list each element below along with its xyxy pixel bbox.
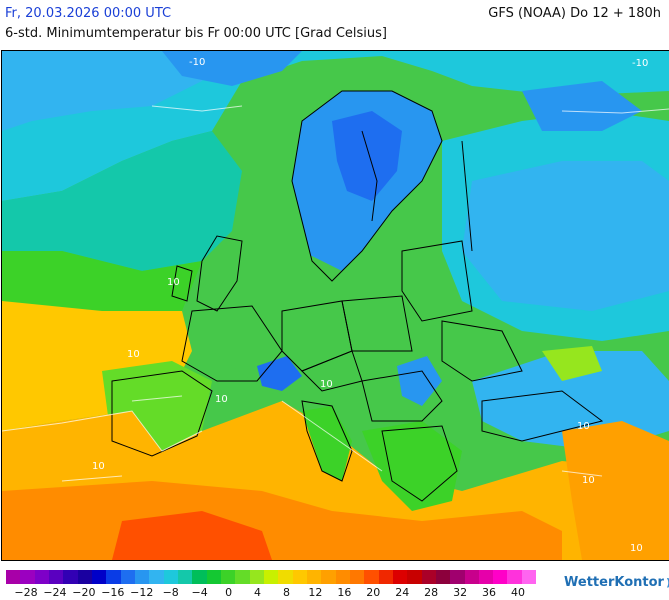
isoline-label: -10 <box>632 58 648 69</box>
atlantic-cold-area <box>2 51 222 131</box>
isoline-label: 10 <box>320 379 333 390</box>
legend-label: 40 <box>511 586 525 599</box>
isoline-label: 10 <box>582 475 595 486</box>
legend-label: 8 <box>282 586 290 599</box>
legend-swatch <box>435 570 451 584</box>
legend-swatch <box>235 570 250 584</box>
legend-swatch <box>321 570 336 584</box>
legend-label: −12 <box>130 586 154 599</box>
legend-label: −24 <box>43 586 67 599</box>
legend-labels: −28 −24 −20 −16 −12 −8 −4 0 4 8 12 16 20 24 28 32 36 40 <box>6 586 536 600</box>
mid-atlantic-band <box>2 131 242 271</box>
wetterkontor-logo[interactable]: WetterKontor)) <box>564 575 669 590</box>
isoline-label: 10 <box>215 394 228 405</box>
north-russia-patch <box>522 81 642 131</box>
country-borders <box>111 90 604 502</box>
legend-swatch <box>91 570 107 584</box>
legend-swatch <box>220 570 236 584</box>
italy-land <box>302 406 352 481</box>
legend-label: 16 <box>337 586 352 599</box>
legend-swatch <box>206 570 221 584</box>
isoline-label: 10 <box>167 277 180 288</box>
legend-swatch <box>493 570 508 584</box>
legend-swatch <box>392 570 408 584</box>
legend-label: 20 <box>366 586 381 599</box>
legend-swatch <box>20 570 35 584</box>
isoline-label: 10 <box>630 543 643 554</box>
map-subtitle: 6-std. Minimumtemperatur bis Fr 00:00 UT… <box>5 26 388 41</box>
isoline-label: -10 <box>189 57 205 68</box>
legend-swatch <box>278 570 293 584</box>
legend-label: 24 <box>395 586 410 599</box>
temperature-map[interactable]: -10 -10 10 10 10 10 10 10 10 10 <box>1 50 669 561</box>
legend-swatch <box>507 570 522 584</box>
carpathians-cold <box>397 356 442 406</box>
legend-label: 36 <box>482 586 497 599</box>
north-sea-cold-patch <box>162 51 302 86</box>
legend-label: 28 <box>424 586 439 599</box>
legend-swatch <box>407 570 422 584</box>
legend-label: 32 <box>453 586 468 599</box>
legend-swatch <box>120 570 135 584</box>
legend-label: −8 <box>162 586 179 599</box>
legend-label: 4 <box>254 586 262 599</box>
legend-swatch <box>306 570 322 584</box>
legend-swatch <box>149 570 164 584</box>
levant-warm <box>562 421 669 560</box>
alps-cold <box>257 356 302 391</box>
legend-swatch <box>192 570 207 584</box>
legend-swatch <box>292 570 307 584</box>
legend-swatch <box>77 570 92 584</box>
brand-swirl-icon: )) <box>666 576 669 589</box>
legend-swatch <box>378 570 393 584</box>
russia-core <box>462 161 669 311</box>
legend-label: −16 <box>101 586 125 599</box>
brand-name: WetterKontor <box>564 575 664 590</box>
color-legend <box>6 570 537 584</box>
legend-label: −4 <box>191 586 208 599</box>
sahara-hot <box>112 511 272 560</box>
black-sea-warm <box>542 346 602 381</box>
legend-swatch <box>335 570 350 584</box>
legend-swatch <box>450 570 465 584</box>
legend-label: 12 <box>308 586 323 599</box>
valid-date: Fr, 20.03.2026 00:00 UTC <box>5 6 172 21</box>
model-run-label: GFS (NOAA) Do 12 + 180h <box>488 6 661 21</box>
isoline-label: 10 <box>92 461 105 472</box>
legend-label: −20 <box>72 586 96 599</box>
isolines <box>2 105 669 482</box>
legend-label: 0 <box>225 586 233 599</box>
legend-swatch <box>177 570 193 584</box>
legend-swatch <box>6 570 21 584</box>
legend-swatch <box>34 570 49 584</box>
legend-swatch <box>263 570 279 584</box>
legend-swatch <box>106 570 121 584</box>
legend-swatch <box>364 570 379 584</box>
legend-swatch <box>163 570 178 584</box>
legend-swatch <box>521 570 537 584</box>
legend-swatch <box>421 570 436 584</box>
map-canvas: -10 -10 10 10 10 10 10 10 10 10 <box>2 51 669 560</box>
isoline-label: 10 <box>577 421 590 432</box>
legend-swatch <box>349 570 365 584</box>
legend-swatch <box>464 570 479 584</box>
legend-swatch <box>249 570 264 584</box>
legend-label: −28 <box>14 586 38 599</box>
isoline-label: 10 <box>127 349 140 360</box>
legend-swatch <box>48 570 64 584</box>
scandinavia-core <box>332 111 402 201</box>
mid-atlantic-green <box>2 251 202 311</box>
legend-swatch <box>63 570 78 584</box>
legend-swatch <box>134 570 150 584</box>
legend-swatch <box>478 570 494 584</box>
